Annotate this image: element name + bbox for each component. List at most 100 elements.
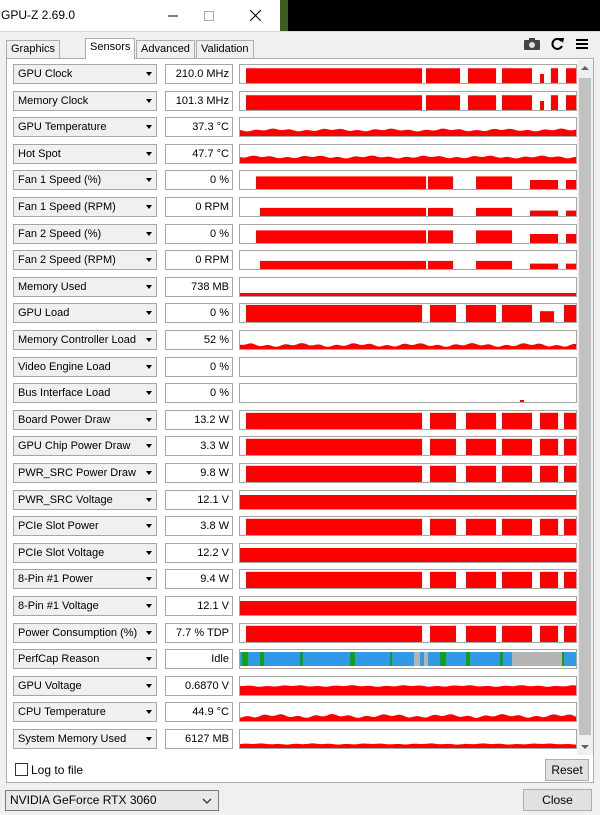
sensor-name-dropdown[interactable]: GPU Load [13, 303, 157, 324]
sensor-graph [239, 330, 577, 350]
dropdown-arrow-icon [146, 524, 152, 529]
sensor-value: 210.0 MHz [165, 64, 233, 84]
sensor-graph [239, 250, 577, 271]
sensor-name-dropdown[interactable]: PCIe Slot Power [13, 516, 157, 537]
dropdown-arrow-icon [146, 98, 152, 103]
sensor-graph [239, 542, 577, 563]
sensor-value: 12.1 V [165, 596, 233, 616]
sensor-name-dropdown[interactable]: GPU Clock [13, 64, 157, 84]
sensor-name-dropdown[interactable]: System Memory Used [13, 729, 157, 749]
sensor-graph-plot [240, 343, 576, 349]
sensor-value: 738 MB [165, 276, 233, 297]
sensor-graph [239, 489, 577, 510]
sensor-name-dropdown[interactable]: PWR_SRC Voltage [13, 489, 157, 510]
scroll-up-button[interactable] [577, 60, 593, 76]
close-button[interactable]: Close [523, 789, 592, 811]
sensor-name-dropdown[interactable]: Fan 2 Speed (%) [13, 223, 157, 244]
scroll-down-button[interactable] [577, 739, 593, 755]
sensor-graph [239, 702, 577, 723]
sensor-name: Power Consumption (%) [18, 626, 138, 639]
sensor-value: Idle [165, 649, 233, 670]
reset-button[interactable]: Reset [545, 759, 589, 781]
dropdown-arrow-icon [146, 151, 152, 156]
sensor-name-dropdown[interactable]: PCIe Slot Voltage [13, 542, 157, 563]
window-title: GPU-Z 2.69.0 [1, 8, 76, 22]
sensor-name-dropdown[interactable]: 8-Pin #1 Voltage [13, 596, 157, 616]
sensor-name-dropdown[interactable]: Hot Spot [13, 143, 157, 164]
sensor-name: Fan 1 Speed (%) [18, 174, 102, 187]
sensor-graph [239, 90, 577, 111]
sensor-value: 0 % [165, 356, 233, 377]
sensor-value: 3.8 W [165, 516, 233, 537]
sensor-name-dropdown[interactable]: Power Consumption (%) [13, 622, 157, 643]
sensor-name: GPU Chip Power Draw [18, 440, 131, 453]
tab-graphics-card[interactable]: Graphics Card [6, 40, 61, 72]
sensor-name-dropdown[interactable]: Memory Controller Load [13, 330, 157, 350]
dropdown-arrow-icon [146, 338, 152, 342]
camera-icon[interactable] [523, 36, 541, 52]
tab-advanced[interactable]: Advanced [136, 40, 195, 58]
sensor-graph-plot [260, 261, 576, 270]
tab-validation[interactable]: Validation [196, 40, 254, 58]
tab-sensors[interactable]: Sensors [85, 38, 136, 59]
sensor-graph [239, 303, 577, 324]
log-to-file-checkbox[interactable] [15, 763, 28, 776]
sensor-name-dropdown[interactable]: Fan 1 Speed (RPM) [13, 197, 157, 217]
sensor-name-dropdown[interactable]: CPU Temperature [13, 702, 157, 723]
close-window-button[interactable] [232, 0, 278, 31]
sensor-graph-plot [240, 155, 576, 163]
dropdown-arrow-icon [146, 550, 152, 555]
sensor-value: 44.9 °C [165, 702, 233, 723]
sensor-name-dropdown[interactable]: Memory Clock [13, 90, 157, 111]
sensor-name: Fan 2 Speed (%) [18, 227, 102, 240]
dropdown-arrow-icon [146, 604, 152, 608]
sensor-name: 8-Pin #1 Voltage [18, 600, 99, 612]
sensor-scrollbar[interactable] [577, 60, 593, 755]
sensor-graph-plot [520, 400, 524, 403]
sensor-graph [239, 117, 577, 138]
sensor-name-dropdown[interactable]: Fan 2 Speed (RPM) [13, 250, 157, 271]
sensor-graph-plot [240, 128, 576, 137]
sensor-name-dropdown[interactable]: Board Power Draw [13, 409, 157, 430]
sensor-value: 0 % [165, 170, 233, 191]
background-window [288, 0, 600, 31]
sensor-name-dropdown[interactable]: 8-Pin #1 Power [13, 569, 157, 590]
sensor-name-dropdown[interactable]: PerfCap Reason [13, 649, 157, 670]
sensor-graph [239, 409, 577, 430]
sensor-name: GPU Load [18, 307, 70, 320]
sensor-graph-plot [256, 176, 576, 190]
sensor-name: PWR_SRC Power Draw [18, 467, 136, 479]
sensor-graph-plot [246, 305, 576, 323]
sensor-name-dropdown[interactable]: GPU Chip Power Draw [13, 436, 157, 457]
sensor-graph-plot [246, 625, 576, 642]
sensor-graph-plot [240, 743, 576, 748]
sensor-graph-plot [240, 684, 576, 695]
maximize-button[interactable] [186, 0, 232, 31]
sensor-value: 9.4 W [165, 569, 233, 590]
sensor-graph [239, 649, 577, 670]
sensor-name-dropdown[interactable]: GPU Temperature [13, 117, 157, 138]
sensor-name-dropdown[interactable]: Video Engine Load [13, 356, 157, 377]
dropdown-arrow-icon [146, 72, 152, 76]
device-select[interactable]: NVIDIA GeForce RTX 3060 [5, 790, 219, 811]
dropdown-arrow-icon [146, 630, 152, 635]
sensor-graph-plot [246, 465, 576, 482]
close-icon [249, 10, 261, 21]
sensor-graph [239, 276, 577, 297]
sensor-graph [239, 516, 577, 537]
sensor-name-dropdown[interactable]: PWR_SRC Power Draw [13, 463, 157, 483]
sensor-name-dropdown[interactable]: Memory Used [13, 276, 157, 297]
dropdown-arrow-icon [146, 231, 152, 236]
menu-icon[interactable] [574, 36, 592, 52]
sensor-name-dropdown[interactable]: Fan 1 Speed (%) [13, 170, 157, 191]
sensor-name-dropdown[interactable]: GPU Voltage [13, 675, 157, 696]
sensor-graph-plot [246, 518, 576, 536]
sensor-graph [239, 170, 577, 191]
sensor-name-dropdown[interactable]: Bus Interface Load [13, 383, 157, 404]
minimize-button[interactable] [150, 0, 196, 31]
refresh-icon[interactable] [549, 36, 567, 52]
sensor-name: Video Engine Load [18, 360, 111, 373]
scroll-thumb[interactable] [579, 78, 591, 735]
dropdown-arrow-icon [146, 471, 152, 475]
chevron-up-icon [581, 66, 589, 70]
